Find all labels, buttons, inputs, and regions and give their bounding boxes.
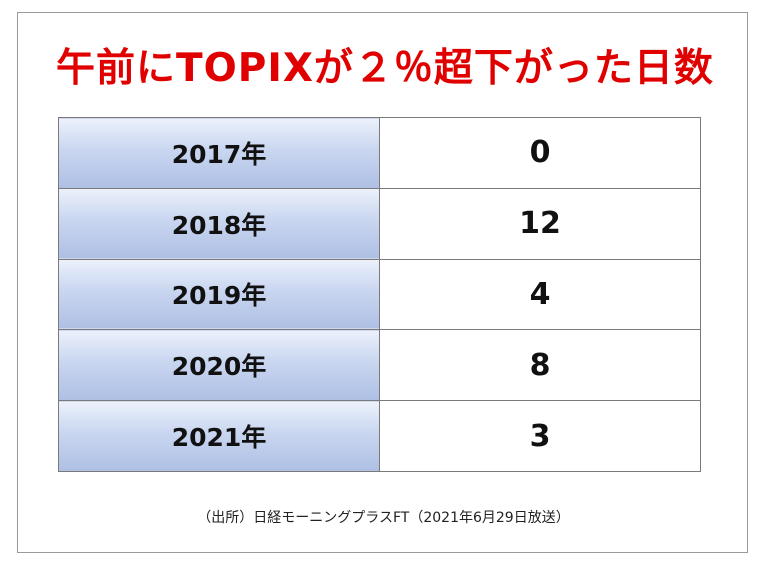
source-note: （出所）日経モーニングプラスFT（2021年6月29日放送） [197,510,570,526]
slide-frame: 午前にTOPIXが２％超下がった日数 2017年 0 2018年 12 2019… [17,12,748,553]
count-cell: 12 [379,187,701,260]
year-cell: 2018年 [58,187,380,260]
year-cell: 2017年 [58,117,380,189]
year-cell: 2021年 [58,400,380,472]
days-table: 2017年 0 2018年 12 2019年 4 2020年 8 2021年 3 [58,117,701,472]
count-cell: 8 [379,329,701,402]
count-cell: 0 [379,117,701,189]
count-cell: 4 [379,258,701,331]
table-row: 2020年 8 [58,329,701,402]
table-row: 2018年 12 [58,187,701,260]
table-row: 2017年 0 [58,117,701,189]
year-cell: 2019年 [58,258,380,331]
table-row: 2019年 4 [58,258,701,331]
slide-title: 午前にTOPIXが２％超下がった日数 [56,46,714,91]
table-row: 2021年 3 [58,400,701,472]
count-cell: 3 [379,400,701,472]
year-cell: 2020年 [58,329,380,402]
